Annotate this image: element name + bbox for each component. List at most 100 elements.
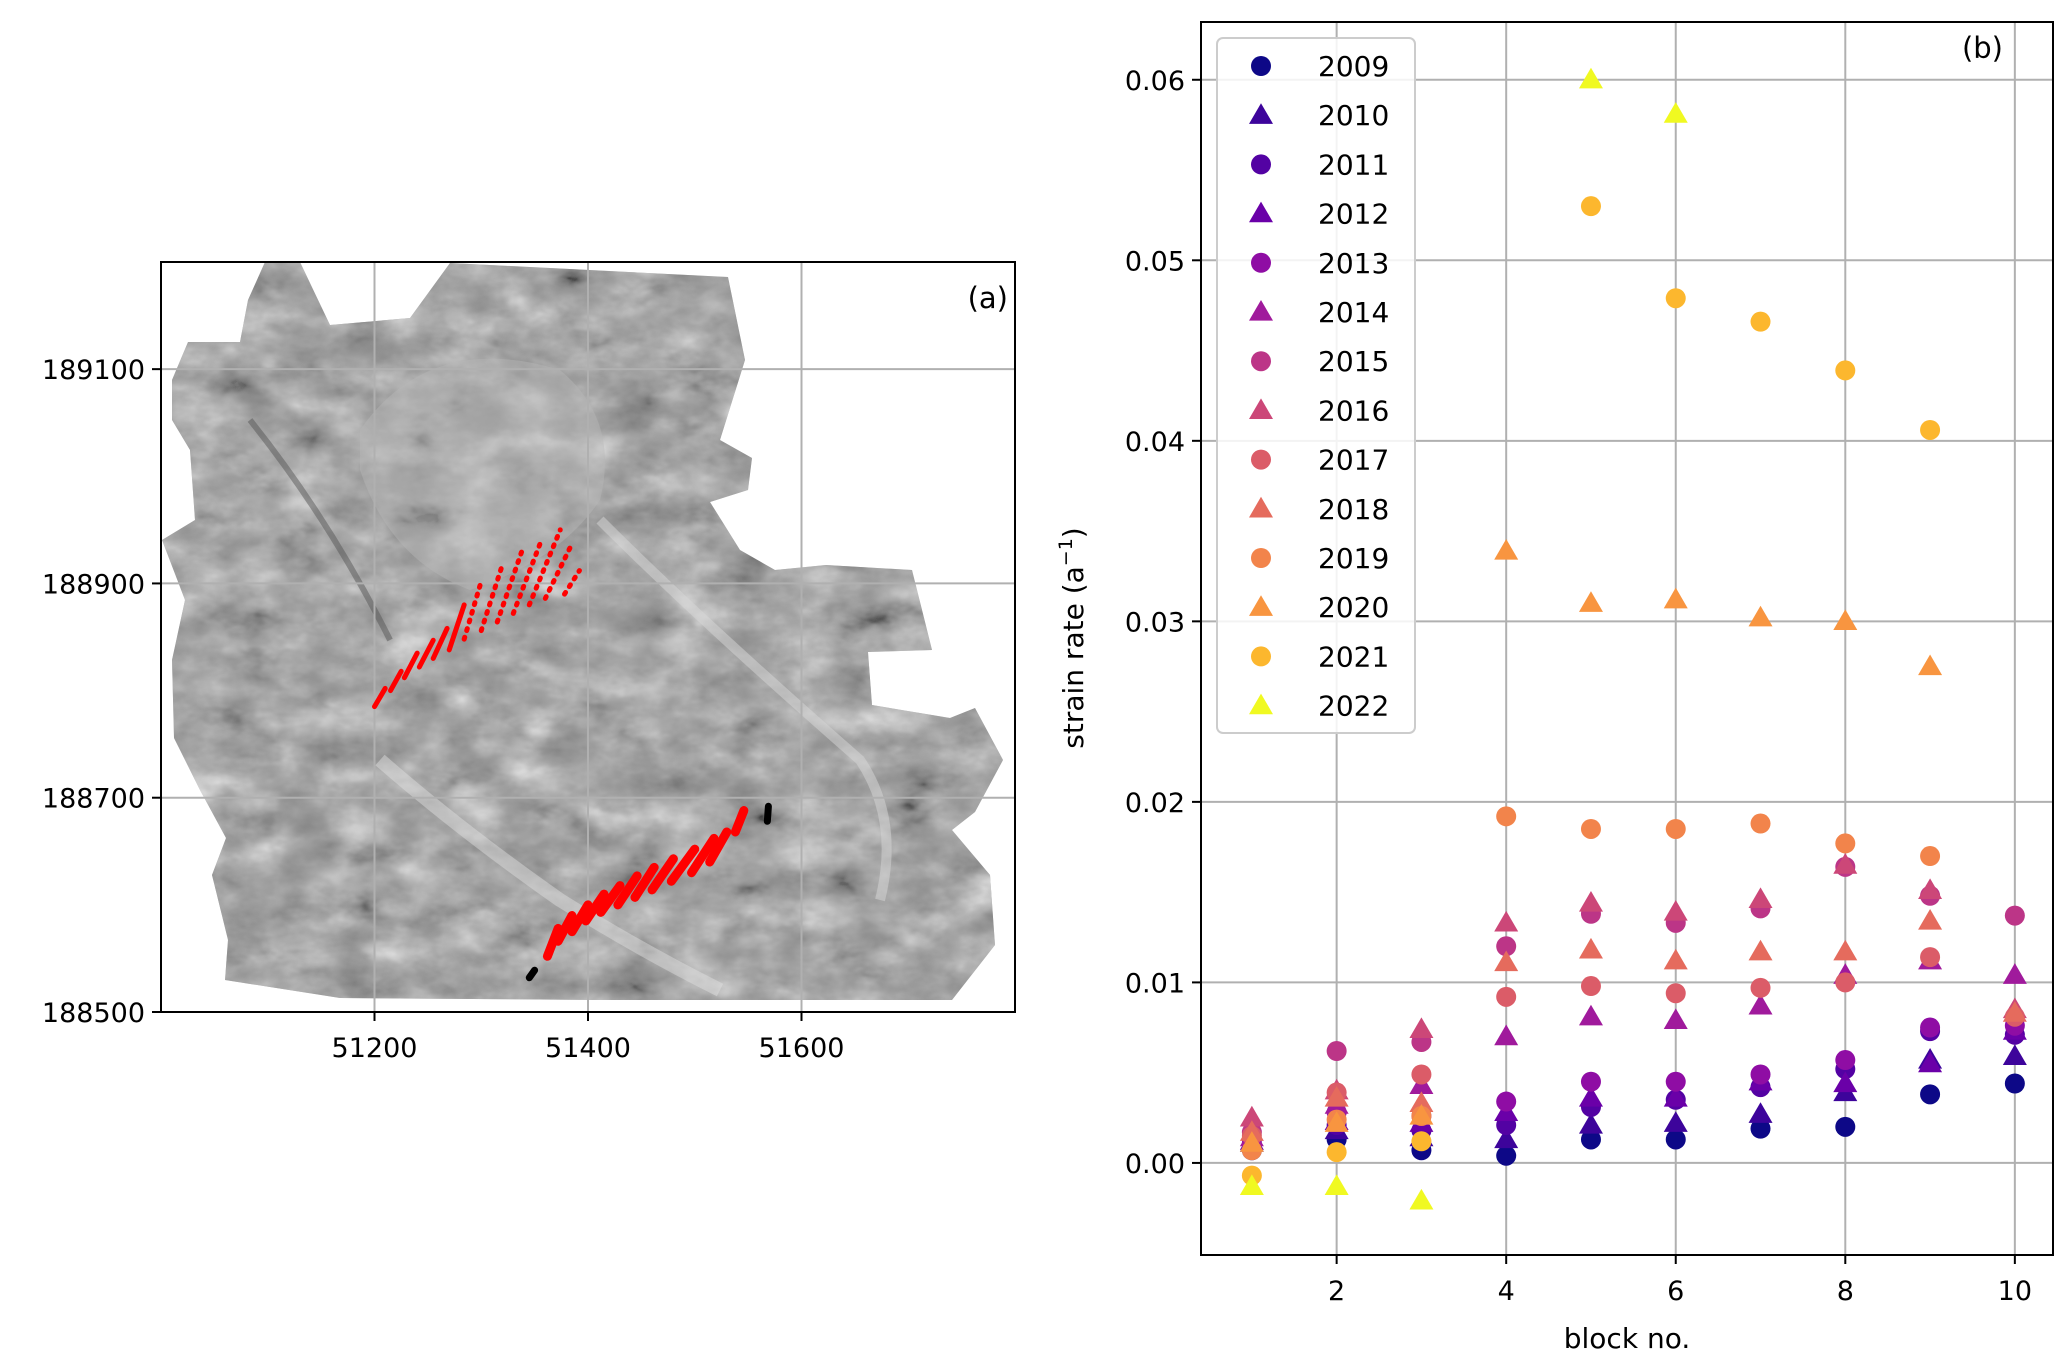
- scatter-points: [1239, 67, 2027, 1210]
- data-point: [1748, 887, 1773, 909]
- data-point: [1409, 1103, 1434, 1125]
- map-y-axis: 188500 188700 188900 189100: [42, 355, 161, 1029]
- data-point: [1833, 609, 1858, 630]
- legend-marker: [1249, 595, 1273, 616]
- data-point: [1494, 910, 1519, 932]
- legend-marker: [1251, 252, 1271, 273]
- scatter-y-axis: 0.00 0.01 0.02 0.03 0.04 0.05 0.06: [1125, 66, 1201, 1180]
- transect-profiles: [372, 527, 772, 982]
- series-2013: [1241, 1015, 2025, 1150]
- legend-item: 2022: [1249, 690, 1389, 723]
- data-point: [1578, 591, 1603, 612]
- series-2022: [1239, 67, 1688, 1210]
- data-point: [1665, 983, 1686, 1004]
- panel-label-a: (a): [968, 281, 1008, 315]
- legend-item: 2011: [1251, 148, 1389, 181]
- data-point: [1835, 972, 1856, 993]
- data-point: [1580, 1071, 1601, 1092]
- legend-marker: [1249, 300, 1273, 321]
- strain-rate-panel: 2 4 6 8 10 0.00 0.01 0.02 0.03 0.04 0.05 0.06 bloc…: [1055, 21, 2054, 1355]
- legend-marker: [1251, 56, 1271, 76]
- data-point: [1494, 538, 1519, 560]
- data-point: [1835, 833, 1856, 854]
- series-2012: [1239, 1019, 2027, 1150]
- legend-item: 2010: [1249, 99, 1389, 132]
- scatter-x-axis: 2 4 6 8 10: [1328, 1255, 2032, 1307]
- data-point: [1409, 1017, 1434, 1038]
- black-transect-profile: [525, 966, 539, 982]
- data-point: [1918, 878, 1943, 899]
- data-point: [1918, 909, 1943, 930]
- legend-label: 2019: [1318, 542, 1389, 575]
- series-2010: [1239, 1044, 2027, 1152]
- data-point: [1750, 1064, 1771, 1085]
- series-2014: [1239, 948, 2027, 1147]
- series-2011: [1241, 1021, 2025, 1154]
- y-tick-label: 0.06: [1125, 66, 1185, 97]
- red-transect-profile: [416, 637, 436, 670]
- legend-marker: [1251, 154, 1271, 175]
- red-transect-profile: [647, 854, 678, 895]
- legend-item: 2020: [1249, 591, 1389, 624]
- legend-box: [1216, 37, 1416, 734]
- data-point: [1326, 1142, 1347, 1163]
- data-point: [1918, 1051, 1943, 1073]
- data-point: [1496, 1091, 1517, 1112]
- x-tick-label: 8: [1837, 1276, 1854, 1307]
- data-point: [1496, 986, 1517, 1007]
- data-point: [1496, 1145, 1517, 1166]
- data-point: [1324, 1085, 1349, 1107]
- data-point: [1663, 1111, 1688, 1132]
- red-transect-profile: [666, 844, 700, 886]
- y-tick-label: 0.03: [1125, 607, 1185, 638]
- series-2018: [1239, 909, 2027, 1141]
- red-transect-profile: [613, 871, 642, 910]
- data-point: [1411, 1131, 1432, 1152]
- legend-label: 2009: [1318, 50, 1389, 83]
- red-transect-profile: [596, 881, 625, 917]
- red-transect-profile: [461, 578, 484, 642]
- red-transect-profile: [542, 923, 563, 961]
- data-point: [1409, 1091, 1434, 1112]
- data-point: [1494, 950, 1519, 972]
- data-point: [2002, 1001, 2027, 1022]
- legend-marker: [1251, 449, 1271, 470]
- legend-item: 2018: [1249, 493, 1389, 526]
- data-point: [2004, 905, 2025, 926]
- data-point: [1578, 1113, 1603, 1134]
- data-point: [1663, 1085, 1688, 1107]
- series-2017: [1241, 947, 2025, 1146]
- red-transect-profile: [705, 827, 732, 867]
- red-transect-profile: [687, 833, 719, 878]
- data-point: [1920, 947, 1941, 968]
- red-transect-profile: [567, 900, 593, 937]
- black-transect-profile: [763, 802, 772, 825]
- data-point: [1920, 419, 1941, 440]
- legend-item: 2017: [1251, 444, 1389, 477]
- red-transect-profile: [478, 561, 506, 634]
- x-tick-label: 6: [1667, 1276, 1684, 1307]
- data-point: [1665, 288, 1686, 309]
- legend-label: 2011: [1318, 148, 1389, 181]
- data-point: [2002, 963, 2027, 984]
- map-y-tick-label: 189100: [42, 355, 145, 386]
- legend-item: 2009: [1251, 50, 1389, 83]
- data-point: [1833, 1071, 1858, 1093]
- red-transect-profile: [542, 543, 574, 601]
- map-x-axis: 51200 51400 51600: [332, 1012, 844, 1064]
- data-point: [1920, 1084, 1941, 1105]
- legend-label: 2018: [1318, 493, 1389, 526]
- data-point: [1920, 846, 1941, 867]
- data-point: [1580, 976, 1601, 997]
- series-2020: [1239, 538, 1943, 1152]
- data-point: [1835, 1050, 1856, 1071]
- data-point: [1239, 1131, 1264, 1152]
- data-point: [1833, 939, 1858, 961]
- data-point: [1750, 311, 1771, 332]
- data-point: [1663, 1008, 1688, 1029]
- red-transect-profile: [730, 806, 749, 837]
- y-tick-label: 0.00: [1125, 1149, 1185, 1180]
- legend-label: 2015: [1318, 345, 1389, 378]
- legend-item: 2021: [1251, 640, 1389, 673]
- red-transect-profile: [553, 911, 577, 946]
